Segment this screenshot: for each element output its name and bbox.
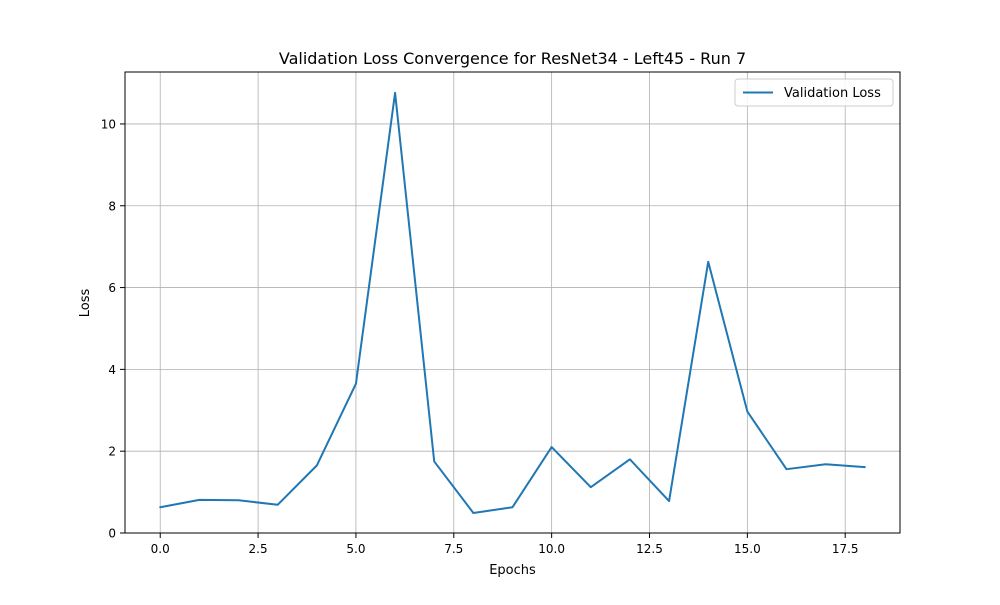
- x-axis-label: Epochs: [489, 563, 536, 578]
- chart-title: Validation Loss Convergence for ResNet34…: [279, 49, 746, 68]
- y-tick-label: 6: [108, 281, 116, 295]
- series-line-validation-loss: [159, 91, 866, 514]
- y-tick-label: 10: [101, 117, 116, 131]
- x-tick-label: 2.5: [249, 542, 268, 556]
- x-tick-label: 7.5: [444, 542, 463, 556]
- x-tick-label: 0.0: [151, 542, 170, 556]
- legend-label: Validation Loss: [784, 86, 881, 101]
- y-tick-label: 0: [108, 527, 116, 541]
- legend: Validation Loss: [734, 78, 894, 107]
- y-axis-ticks: 0 2 4 6 8 10: [101, 117, 125, 541]
- y-axis-label: Loss: [78, 289, 93, 318]
- x-tick-label: 10.0: [538, 542, 565, 556]
- legend-box: [734, 78, 894, 107]
- y-tick-label: 8: [108, 199, 116, 213]
- x-axis-ticks: 0.0 2.5 5.0 7.5 10.0 12.5 15.0 17.5: [151, 533, 859, 556]
- x-tick-label: 5.0: [346, 542, 365, 556]
- series-layer: [159, 91, 866, 514]
- x-tick-label: 12.5: [636, 542, 663, 556]
- plot-area-frame: [124, 71, 901, 534]
- y-tick-label: 2: [108, 445, 116, 459]
- y-tick-label: 4: [108, 363, 116, 377]
- x-tick-label: 15.0: [734, 542, 761, 556]
- x-tick-label: 17.5: [832, 542, 859, 556]
